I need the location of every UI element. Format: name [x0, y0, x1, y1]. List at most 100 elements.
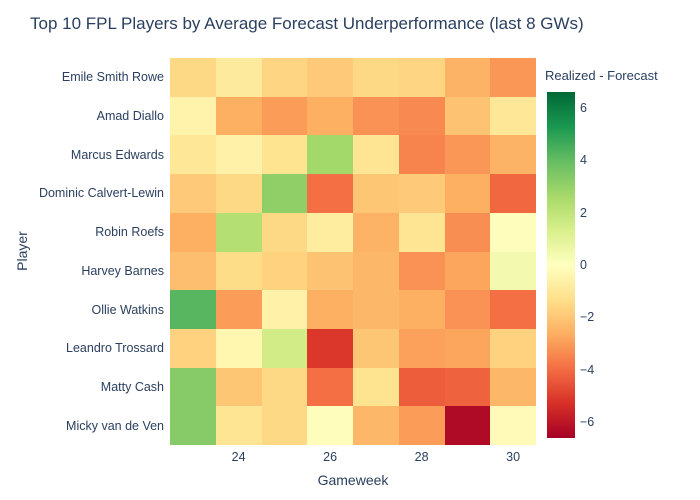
heatmap-cell[interactable]	[215, 96, 262, 136]
heatmap-cell[interactable]	[398, 135, 445, 175]
heatmap-cell[interactable]	[261, 212, 308, 252]
heatmap-cell[interactable]	[307, 290, 353, 329]
heatmap-cell[interactable]	[307, 406, 353, 445]
heatmap-cell[interactable]	[490, 328, 536, 368]
heatmap-cell[interactable]	[490, 58, 536, 97]
heatmap-cell[interactable]	[261, 96, 308, 136]
heatmap-cell[interactable]	[170, 406, 216, 445]
heatmap-cell[interactable]	[215, 58, 262, 97]
heatmap-cell[interactable]	[444, 328, 491, 368]
x-axis-tick-label: 30	[506, 450, 521, 464]
heatmap-cell[interactable]	[261, 367, 308, 407]
heatmap-cell[interactable]	[353, 96, 399, 136]
heatmap-cell[interactable]	[490, 96, 536, 136]
heatmap-cell[interactable]	[444, 135, 491, 175]
heatmap-cell[interactable]	[170, 251, 216, 291]
colorbar-tick-labels: 6 4 2 0 −2 −4 −6	[580, 92, 620, 438]
y-axis-label: Matty Cash	[100, 379, 164, 394]
heatmap-cell[interactable]	[353, 406, 399, 445]
heatmap-cell[interactable]	[490, 135, 536, 175]
heatmap-cell[interactable]	[170, 290, 216, 329]
heatmap-cell[interactable]	[261, 251, 308, 291]
heatmap-cell[interactable]	[215, 290, 262, 329]
heatmap-cell[interactable]	[490, 212, 536, 252]
heatmap-cell[interactable]	[170, 328, 216, 368]
heatmap-cell[interactable]	[353, 367, 399, 407]
heatmap-cell[interactable]	[490, 251, 536, 291]
heatmap-cell[interactable]	[353, 328, 399, 368]
heatmap-cell[interactable]	[490, 174, 536, 213]
heatmap-cell[interactable]	[261, 58, 308, 97]
heatmap-cell[interactable]	[398, 58, 445, 97]
heatmap-cell[interactable]	[170, 212, 216, 252]
heatmap-cell[interactable]	[398, 174, 445, 213]
heatmap-cell[interactable]	[307, 328, 353, 368]
heatmap-cell[interactable]	[444, 96, 491, 136]
heatmap-cell[interactable]	[490, 406, 536, 445]
colorbar-tick-label: 6	[580, 100, 587, 115]
heatmap-cell[interactable]	[444, 406, 491, 445]
heatmap-cell[interactable]	[215, 174, 262, 213]
heatmap-cell[interactable]	[307, 58, 353, 97]
heatmap-cell[interactable]	[307, 174, 353, 213]
x-axis-tick-label: 26	[323, 450, 338, 464]
heatmap-cell[interactable]	[444, 251, 491, 291]
heatmap-cell[interactable]	[170, 96, 216, 136]
heatmap-cell[interactable]	[398, 367, 445, 407]
heatmap-cell[interactable]	[215, 406, 262, 445]
colorbar-tick-label: 0	[580, 258, 587, 272]
x-axis-ticks: 24 26 28 30	[170, 450, 536, 466]
heatmap-cell[interactable]	[261, 135, 308, 175]
heatmap-cell[interactable]	[215, 328, 262, 368]
heatmap-cell[interactable]	[353, 290, 399, 329]
heatmap-cell[interactable]	[261, 406, 308, 445]
heatmap-cell[interactable]	[490, 290, 536, 329]
y-axis-label: Dominic Calvert-Lewin	[38, 186, 164, 201]
heatmap-cell[interactable]	[307, 96, 353, 136]
heatmap-cell[interactable]	[444, 174, 491, 213]
heatmap-cell[interactable]	[215, 135, 262, 175]
y-axis-label: Micky van de Ven	[66, 418, 164, 433]
heatmap-cell[interactable]	[215, 367, 262, 407]
heatmap-cell[interactable]	[398, 96, 445, 136]
heatmap-cell[interactable]	[444, 290, 491, 329]
colorbar-tick-label: −2	[580, 310, 595, 325]
heatmap-cell[interactable]	[170, 58, 216, 97]
heatmap-cell[interactable]	[353, 212, 399, 252]
heatmap-cell[interactable]	[398, 406, 445, 445]
heatmap-cell[interactable]	[170, 367, 216, 407]
heatmap-cell[interactable]	[353, 251, 399, 291]
heatmap-cell[interactable]	[444, 367, 491, 407]
y-axis-label: Harvey Barnes	[81, 263, 164, 278]
heatmap-cell[interactable]	[307, 135, 353, 175]
colorbar-tick-label: −4	[580, 362, 595, 377]
colorbar-gradient	[547, 92, 575, 438]
heatmap-cell[interactable]	[444, 212, 491, 252]
heatmap-cell[interactable]	[170, 135, 216, 175]
y-axis-label: Marcus Edwards	[70, 147, 164, 162]
y-axis-label: Leandro Trossard	[66, 341, 164, 356]
heatmap-cell[interactable]	[398, 328, 445, 368]
heatmap-cell[interactable]	[215, 251, 262, 291]
heatmap-cell[interactable]	[170, 174, 216, 213]
heatmap-cell[interactable]	[398, 212, 445, 252]
heatmap-cell[interactable]	[307, 367, 353, 407]
heatmap-cell[interactable]	[444, 58, 491, 97]
heatmap-cell[interactable]	[307, 212, 353, 252]
y-axis-label: Amad Diallo	[96, 109, 164, 124]
heatmap-cell[interactable]	[215, 212, 262, 252]
heatmap-cell[interactable]	[490, 367, 536, 407]
y-axis-labels: Emile Smith Rowe Amad Diallo Marcus Edward…	[0, 58, 164, 445]
heatmap-cell[interactable]	[353, 135, 399, 175]
heatmap-cell[interactable]	[261, 328, 308, 368]
heatmap-cell[interactable]	[261, 174, 308, 213]
heatmap-cell[interactable]	[353, 58, 399, 97]
heatmap-cell[interactable]	[307, 251, 353, 291]
colorbar-tick-label: −6	[580, 415, 595, 430]
heatmap-cell[interactable]	[398, 251, 445, 291]
heatmap-cell[interactable]	[261, 290, 308, 329]
heatmap-cell[interactable]	[398, 290, 445, 329]
heatmap-cell[interactable]	[353, 174, 399, 213]
x-axis-tick-label: 24	[231, 450, 246, 464]
